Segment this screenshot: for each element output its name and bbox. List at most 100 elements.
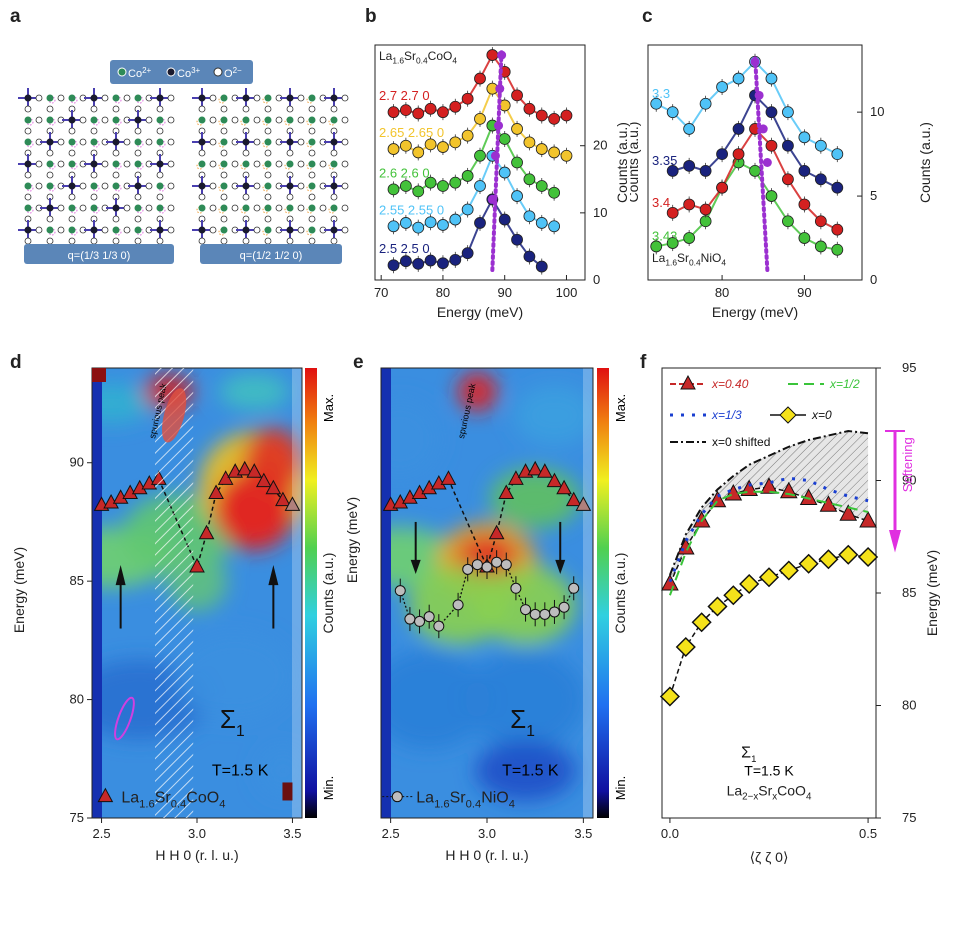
y-tick-label: 10	[593, 205, 607, 220]
co2-atom	[198, 116, 206, 124]
oxygen-atom	[220, 149, 228, 157]
data-point	[474, 149, 486, 162]
intensity-blob	[381, 399, 441, 480]
oxygen-atom	[198, 193, 206, 201]
co2-atom	[134, 204, 142, 212]
oxygen-atom	[209, 226, 217, 234]
oxygen-atom	[220, 105, 228, 113]
oxygen-atom	[209, 116, 217, 124]
oxygen-atom	[167, 182, 175, 190]
data-point	[387, 106, 400, 119]
fit-line-3.43	[656, 161, 838, 251]
legend-label: x=1/3	[711, 408, 742, 422]
diamond-marker	[758, 567, 780, 588]
circle-marker	[568, 582, 580, 594]
legend-co2: Co2+	[128, 66, 152, 80]
circle-marker	[491, 556, 503, 568]
co2-atom	[198, 204, 206, 212]
co2-atom	[264, 116, 272, 124]
oxygen-atom	[112, 215, 120, 223]
triangle-marker	[189, 557, 205, 573]
oxygen-atom	[341, 182, 349, 190]
oxygen-atom	[297, 160, 305, 168]
oxygen-atom	[308, 127, 316, 135]
compound-label-part: 4	[806, 792, 812, 803]
data-point	[412, 185, 425, 198]
intensity-blob	[457, 371, 498, 412]
data-point	[474, 72, 486, 85]
oxygen-atom	[341, 226, 349, 234]
co2-atom	[134, 160, 142, 168]
co3-atom	[330, 94, 338, 102]
co2-atom	[112, 226, 120, 234]
legend-compound: La1.6Sr0.4NiO4	[416, 790, 515, 811]
co2-atom	[68, 226, 76, 234]
right-edge-band	[292, 368, 302, 818]
oxygen-atom	[167, 160, 175, 168]
oxygen-atom	[167, 226, 175, 234]
circle-marker	[520, 604, 532, 616]
y-axis-label-left: Counts (a.u.)	[630, 122, 641, 203]
arrow-up-head	[268, 564, 279, 586]
oxygen-atom	[275, 160, 283, 168]
heatmap-body	[381, 368, 593, 818]
data-point	[716, 81, 728, 93]
x-tick-label: 90	[797, 285, 811, 300]
data-point	[699, 164, 712, 177]
co2-atom	[134, 138, 142, 146]
oxygen-atom	[156, 105, 164, 113]
triangle-marker	[217, 470, 234, 485]
triangle-marker	[839, 504, 858, 521]
triangle-marker	[508, 470, 524, 485]
data-point	[683, 198, 696, 211]
colorbar-title: Counts (a.u.)	[320, 553, 336, 634]
data-point	[412, 107, 425, 120]
temperature-label: T=1.5 K	[212, 762, 269, 779]
co2-atom	[134, 94, 142, 102]
co3-atom	[90, 160, 98, 168]
oxygen-atom	[145, 138, 153, 146]
triangle-marker	[275, 491, 291, 507]
oxygen-atom	[35, 160, 43, 168]
data-point	[560, 109, 573, 122]
oxygen-atom	[253, 204, 261, 212]
data-point	[412, 146, 425, 159]
intensity-blob	[219, 373, 290, 410]
co2-atom	[242, 160, 250, 168]
co2-atom	[264, 182, 272, 190]
data-point	[511, 89, 523, 102]
co2-atom	[24, 182, 32, 190]
y-axis-label: Counts (a.u.)	[917, 122, 933, 203]
oxygen-atom	[264, 127, 272, 135]
oxygen-atom	[156, 237, 164, 245]
legend-compound-part: Sr	[155, 790, 172, 807]
oxygen-atom	[123, 94, 131, 102]
data-point	[399, 180, 412, 192]
data-point	[511, 123, 523, 135]
oxygen-atom	[341, 160, 349, 168]
co2-atom	[90, 116, 98, 124]
triangle-marker	[265, 479, 282, 495]
x-tick-label: 3.5	[283, 826, 301, 841]
arrow-down-head	[555, 559, 566, 575]
oxygen-atom	[264, 171, 272, 179]
co2-atom	[24, 138, 32, 146]
oxygen-atom	[57, 160, 65, 168]
oxygen-atom	[275, 116, 283, 124]
data-point	[716, 181, 728, 194]
co3-atom	[198, 182, 206, 190]
legend-label: x=0 shifted	[712, 435, 770, 449]
panel-letter-c: c	[642, 6, 653, 27]
co2-atom	[264, 138, 272, 146]
data-point	[412, 221, 425, 234]
colorbar	[597, 368, 609, 818]
triangle-marker	[556, 479, 572, 495]
oxygen-atom	[35, 94, 43, 102]
data-point	[548, 112, 561, 125]
oxygen-atom	[286, 105, 294, 113]
oxygen-atom	[79, 182, 87, 190]
series-label: 2.6 2.6 0	[379, 165, 430, 180]
oxygen-atom	[220, 215, 228, 223]
circle-marker	[510, 582, 522, 594]
series-label: 2.55 2.55 0	[379, 202, 444, 217]
